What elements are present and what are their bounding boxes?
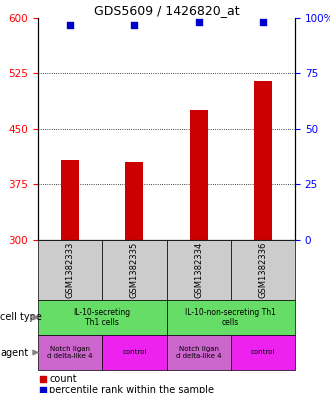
Text: count: count (49, 374, 77, 384)
Bar (38, 240, 102, 300)
Text: GSM1382334: GSM1382334 (194, 242, 203, 298)
Bar (38, 300, 167, 335)
Text: GSM1382336: GSM1382336 (258, 242, 267, 298)
Bar (167, 240, 231, 300)
Bar (190, 110, 208, 240)
Bar (167, 300, 295, 335)
Point (196, 19, 201, 26)
Text: control: control (122, 349, 147, 356)
Bar (167, 335, 231, 370)
Text: IL-10-non-secreting Th1
cells: IL-10-non-secreting Th1 cells (185, 308, 276, 327)
Text: Notch ligan
d delta-like 4: Notch ligan d delta-like 4 (176, 346, 221, 359)
Text: control: control (251, 349, 275, 356)
Text: IL-10-secreting
Th1 cells: IL-10-secreting Th1 cells (74, 308, 131, 327)
Text: GSM1382335: GSM1382335 (130, 242, 139, 298)
Point (40, 376, 46, 382)
Point (260, 19, 266, 26)
Point (40, 387, 46, 393)
Bar (231, 335, 295, 370)
Point (67, 22, 73, 28)
Text: cell type: cell type (0, 312, 42, 323)
Text: Notch ligan
d delta-like 4: Notch ligan d delta-like 4 (48, 346, 93, 359)
Bar (125, 162, 143, 240)
Text: agent: agent (0, 347, 28, 358)
Bar (254, 81, 272, 240)
Bar (61, 160, 79, 240)
Text: percentile rank within the sample: percentile rank within the sample (49, 385, 214, 393)
Text: GSM1382333: GSM1382333 (66, 242, 75, 298)
Bar (102, 335, 167, 370)
Point (132, 22, 137, 28)
Title: GDS5609 / 1426820_at: GDS5609 / 1426820_at (94, 4, 239, 17)
Bar (38, 335, 102, 370)
Bar (231, 240, 295, 300)
Bar (102, 240, 167, 300)
